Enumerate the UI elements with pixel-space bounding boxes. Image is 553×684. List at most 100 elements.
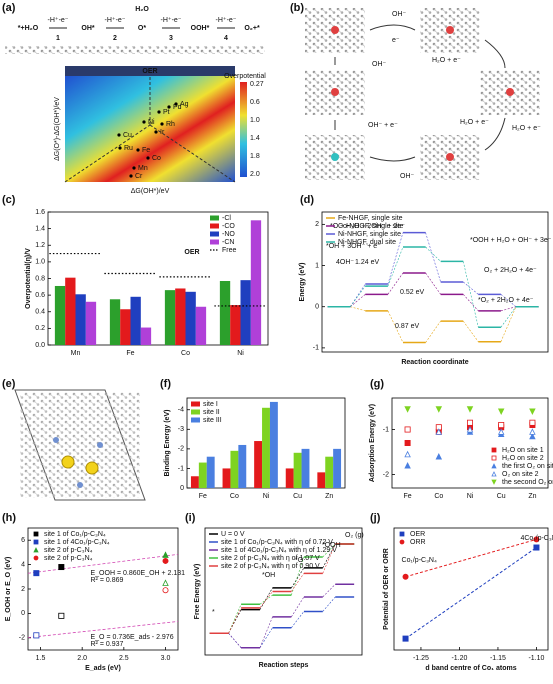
marker — [33, 531, 39, 537]
legend-swatch — [210, 239, 219, 245]
marker — [404, 462, 411, 469]
x-tick-label: Fe — [126, 350, 134, 357]
annotation: *O + H₂O + 2OH⁻ + 2e⁻ — [330, 223, 405, 230]
marker — [399, 539, 405, 545]
marker — [162, 579, 169, 586]
y-axis-label: Adsorption Energy (eV) — [369, 404, 376, 482]
metal-point — [117, 133, 121, 137]
step-number: 3 — [169, 35, 173, 42]
arrow — [484, 39, 506, 69]
annotation: Co₁/p-C₃N₄ — [402, 557, 437, 564]
metal-point — [167, 105, 171, 109]
marker — [404, 450, 411, 458]
legend-label: Co-NHGF, single site — [338, 223, 403, 230]
x-tick-label: Ni — [237, 350, 244, 357]
axes-frame — [391, 397, 549, 489]
fit-r2: R² = 0.869 — [91, 577, 124, 584]
bar — [222, 468, 231, 488]
connector — [291, 573, 305, 592]
arrow — [369, 24, 416, 31]
marker — [58, 564, 65, 571]
panel-label: (d) — [300, 194, 314, 206]
connector — [425, 246, 441, 262]
legend-swatch — [210, 223, 219, 229]
connector — [322, 584, 336, 598]
mechanism-label: H₂O + e⁻ — [432, 57, 461, 64]
y-tick-label: 2 — [21, 586, 25, 593]
colorbar-tick: 0.6 — [250, 99, 260, 106]
marker — [404, 426, 411, 433]
y-axis-label: Energy (eV) — [299, 263, 306, 302]
adsorbate — [331, 26, 339, 34]
bar — [301, 448, 310, 488]
species: *+H₂O — [18, 25, 39, 32]
y-axis-label: Binding Energy (eV) — [164, 410, 171, 477]
n-atom — [97, 442, 103, 448]
x-tick-label: Cu — [293, 493, 302, 500]
mechanism-label: e⁻ — [392, 37, 400, 44]
connector — [259, 627, 273, 648]
y-tick-label: -2 — [383, 471, 389, 478]
x-tick-label: -1.15 — [490, 655, 506, 662]
connector — [387, 272, 404, 295]
bar — [164, 290, 176, 345]
legend-label: site 2 of p-C₃N₄ — [44, 547, 93, 554]
legend-label: H₂O on site 1 — [502, 447, 544, 454]
bar — [285, 468, 294, 488]
x-tick-label: Ni — [467, 493, 474, 500]
y-tick-label: 6 — [21, 537, 25, 544]
y-tick-label: 1.4 — [35, 225, 45, 232]
x-axis-label: E_ads (eV) — [85, 665, 121, 672]
colorbar-tick: 1.8 — [250, 153, 260, 160]
step-number: 1 — [56, 35, 60, 42]
colorbar-tick: 2.0 — [250, 171, 260, 178]
connector — [350, 306, 366, 312]
y-tick-label: -1 — [383, 426, 389, 433]
marker — [533, 544, 540, 551]
connector — [322, 543, 336, 558]
x-tick-label: Co — [434, 493, 443, 500]
arrow — [369, 156, 416, 162]
connector — [350, 294, 366, 307]
n-atom — [77, 482, 83, 488]
x-tick-label: -1.20 — [451, 655, 467, 662]
connector — [425, 232, 441, 283]
legend-label: site III — [203, 417, 222, 424]
metal-label: Cr — [135, 173, 143, 180]
marker — [399, 531, 405, 537]
annotation: *OH + 3OH⁻ + e⁻ — [326, 243, 381, 250]
legend-label: site 2 of p-C₃N₄ — [44, 555, 93, 562]
marker — [529, 428, 536, 435]
legend-label: site 1 of Co₁/p-C₃N₄ with η of 0.72 V — [221, 539, 333, 546]
annotation: *OOH — [322, 542, 341, 549]
bar — [206, 456, 215, 488]
annotation: 1.24 eV — [355, 259, 379, 266]
y-tick-label: -2 — [19, 635, 25, 642]
adsorbate — [446, 153, 454, 161]
legend-label: OER — [410, 531, 425, 538]
annotation: *OOH + H₂O + OH⁻ + 3e⁻ — [470, 237, 552, 244]
legend-swatch — [210, 215, 219, 221]
connector — [350, 285, 366, 307]
panel-label: (g) — [370, 378, 384, 390]
connector — [387, 232, 404, 285]
connector — [463, 281, 479, 295]
panel-label: (f) — [160, 378, 171, 390]
water: H₂O — [135, 6, 149, 13]
annotation: * — [212, 609, 215, 616]
metal-point — [174, 102, 178, 106]
bar — [109, 299, 121, 345]
metal-label: Ru — [124, 145, 133, 152]
marker — [533, 536, 540, 543]
marker — [497, 428, 505, 435]
connector — [322, 543, 336, 569]
map-ylabel: ΔG(O*)-ΔG(OH*)/eV — [54, 97, 61, 161]
legend-label: Ni-NHGF, single site — [338, 231, 401, 238]
x-axis-label: Reaction coordinate — [401, 359, 468, 366]
step-label: -H⁺-e⁻ — [161, 17, 182, 24]
map-guide — [149, 124, 236, 183]
marker — [435, 453, 443, 460]
y-tick-label: 0.6 — [35, 292, 45, 299]
metal-label: Pt — [163, 109, 170, 116]
panel-label: (i) — [185, 512, 196, 524]
